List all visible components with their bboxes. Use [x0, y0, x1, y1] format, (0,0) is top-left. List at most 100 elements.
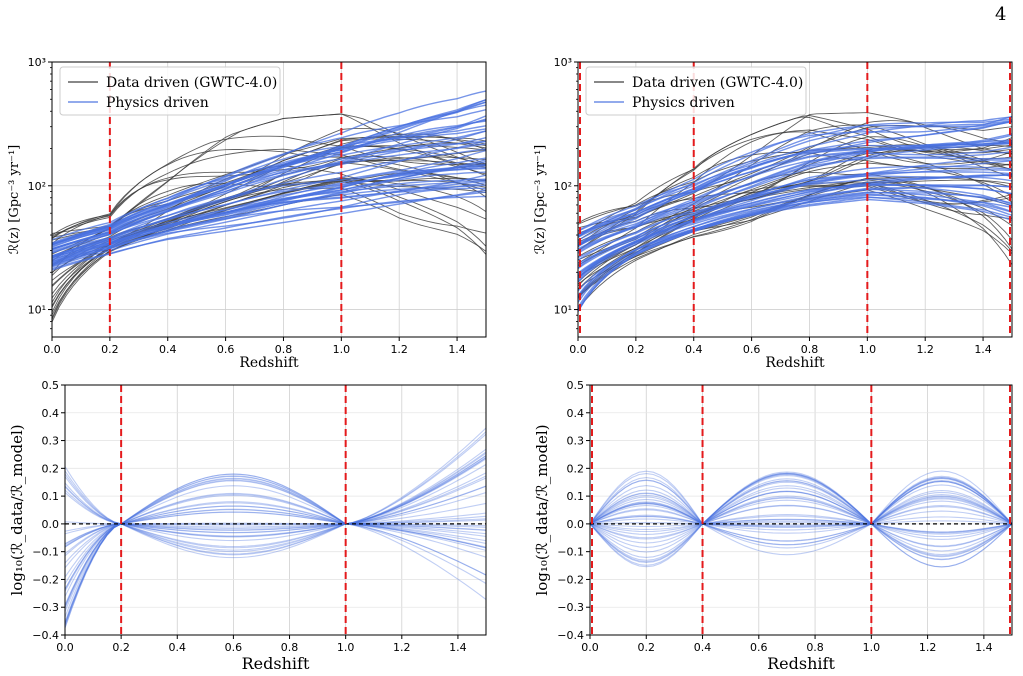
- residual-curve-30: [65, 511, 486, 606]
- residual-curve-14: [65, 473, 486, 624]
- x-tick-label: 0.4: [169, 641, 187, 654]
- residual-curve-12: [590, 479, 1012, 525]
- residual-curve-39: [65, 457, 486, 609]
- curves-top-left: [52, 90, 486, 323]
- residual-curve-27: [590, 491, 1012, 525]
- residual-curve-25: [65, 505, 486, 597]
- residual-curve-32: [65, 452, 486, 525]
- page-number: 4: [995, 4, 1007, 25]
- residual-curve-10: [65, 523, 486, 555]
- residual-curve-29: [590, 523, 1012, 561]
- residual-curve-29: [65, 485, 486, 559]
- x-tick-label: 0.4: [159, 343, 177, 356]
- axes-frame: [64, 384, 487, 636]
- x-tick-label: 1.2: [916, 343, 934, 356]
- physics-driven-curve-37: [578, 142, 1012, 251]
- residual-curve-9: [65, 473, 486, 592]
- y-tick-label: −0.4: [32, 629, 59, 642]
- x-tick-label: 1.4: [448, 343, 466, 356]
- residual-curve-23: [590, 490, 1012, 538]
- x-tick-label: 0.0: [43, 343, 61, 356]
- y-tick-label: −0.3: [32, 601, 59, 614]
- legend: Data driven (GWTC-4.0) Physics driven: [59, 66, 281, 116]
- residual-curve-15: [590, 477, 1012, 525]
- y-tick-label: 0.5: [567, 379, 585, 392]
- residual-curve-16: [590, 490, 1012, 544]
- x-tick-labels: 0.0 0.2 0.4 0.6 0.8 1.0 1.2 1.4: [43, 343, 466, 356]
- y-tick-label: −0.1: [557, 546, 584, 559]
- residual-curve-8: [65, 493, 486, 628]
- x-tick-label: 1.4: [974, 343, 992, 356]
- x-tick-label: 1.4: [449, 641, 467, 654]
- x-tick-label: 0.8: [275, 343, 293, 356]
- x-tick-label: 1.0: [863, 641, 881, 654]
- residual-curve-33: [590, 475, 1012, 548]
- x-tick-label: 0.2: [638, 641, 656, 654]
- y-axis-label: ℛ(z) [Gpc⁻³ yr⁻¹]: [7, 145, 22, 254]
- residual-curve-38: [65, 475, 486, 585]
- x-tick-label: 0.2: [112, 641, 130, 654]
- y-tick-label: −0.2: [32, 573, 59, 586]
- physics-driven-curve-15: [578, 115, 1012, 236]
- x-tick-labels: 0.0 0.2 0.4 0.6 0.8 1.0 1.2 1.4: [581, 641, 992, 654]
- residual-curve-0: [590, 497, 1012, 568]
- curves-top-right: [578, 112, 1012, 312]
- physics-driven-curve-24: [578, 159, 1012, 261]
- legend-box: [59, 66, 281, 116]
- residual-curve-14: [590, 518, 1012, 556]
- x-tick-label: 1.2: [919, 641, 937, 654]
- x-tick-label: 0.4: [694, 641, 712, 654]
- y-tick-label: −0.1: [32, 546, 59, 559]
- legend-entry: Data driven (GWTC-4.0): [632, 75, 803, 91]
- physics-driven-curve-36: [578, 184, 1012, 276]
- residual-curve-31: [590, 496, 1012, 540]
- physics-driven-curve-35: [52, 140, 486, 254]
- y-tick-label: −0.4: [557, 629, 584, 642]
- y-tick-label: −0.3: [557, 601, 584, 614]
- x-tick-label: 0.6: [217, 343, 235, 356]
- physics-driven-curve-38: [52, 143, 486, 254]
- physics-driven-curve-35: [578, 140, 1012, 246]
- x-tick-label: 0.6: [750, 641, 768, 654]
- y-tick-label: 10²: [554, 180, 572, 193]
- residual-curve-26: [590, 477, 1012, 546]
- residual-curve-16: [65, 475, 486, 622]
- physics-driven-curve-30: [52, 171, 486, 261]
- residual-curve-6: [65, 454, 486, 556]
- residual-curve-4: [65, 433, 486, 532]
- y-tick-label: −0.2: [557, 573, 584, 586]
- residual-curve-13: [590, 471, 1012, 553]
- residual-curve-5: [65, 477, 486, 608]
- physics-driven-curve-38: [578, 165, 1012, 264]
- residual-curve-31: [65, 451, 486, 548]
- x-tick-label: 0.0: [581, 641, 599, 654]
- physics-driven-curve-39: [52, 90, 486, 241]
- residual-curve-21: [590, 484, 1012, 564]
- legend-entry: Physics driven: [632, 95, 735, 111]
- data-driven-curve-29: [578, 125, 1012, 234]
- physics-driven-curve-18: [52, 189, 486, 267]
- residual-curve-27: [65, 502, 486, 590]
- residual-curve-22: [65, 448, 486, 528]
- residual-curve-12: [65, 466, 486, 548]
- y-axis-label: ℛ(z) [Gpc⁻³ yr⁻¹]: [533, 145, 548, 254]
- physics-driven-curve-36: [52, 128, 486, 250]
- physics-driven-curve-27: [578, 146, 1012, 252]
- residual-curve-6: [590, 480, 1012, 525]
- y-tick-label: 0.5: [42, 379, 60, 392]
- data-driven-curve-9: [578, 144, 1012, 266]
- x-tick-label: 0.6: [743, 343, 761, 356]
- physics-driven-curve-33: [578, 116, 1012, 232]
- residual-curve-4: [590, 470, 1012, 525]
- residual-curve-19: [590, 516, 1012, 533]
- physics-driven-curve-34: [578, 191, 1012, 308]
- residual-curve-28: [65, 455, 486, 525]
- residual-curve-37: [590, 481, 1012, 525]
- panel-bottom-left: 0.0 0.2 0.4 0.6 0.8 1.0 1.2 1.4 −0.4 −0.3 −0.2 −0.1…: [8, 379, 487, 673]
- x-tick-labels: 0.0 0.2 0.4 0.6 0.8 1.0 1.2 1.4: [569, 343, 992, 356]
- residual-curve-24: [65, 478, 486, 549]
- physics-driven-curve-32: [52, 125, 486, 250]
- x-tick-label: 1.0: [337, 641, 355, 654]
- curves-bottom-right: [590, 470, 1012, 568]
